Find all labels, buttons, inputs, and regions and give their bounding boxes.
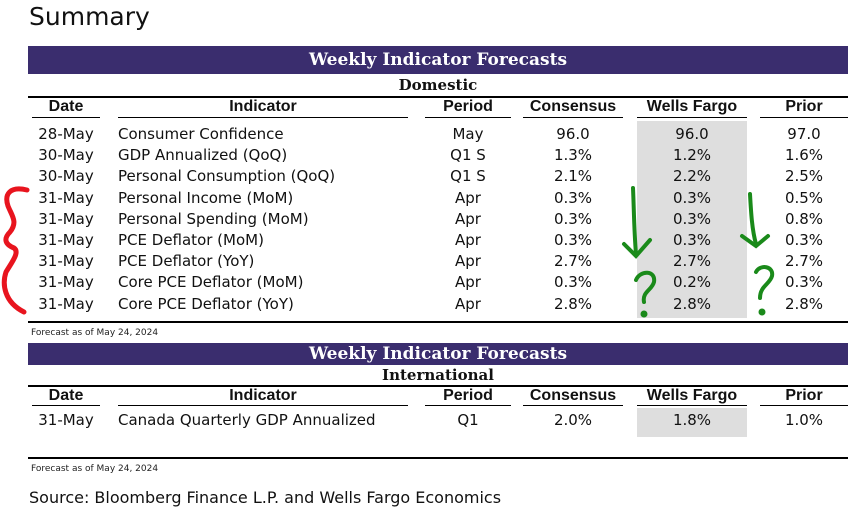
cell-date: 31-May [38, 209, 94, 228]
cell-wells-fargo: 1.2% [672, 146, 712, 165]
cell-prior: 2.7% [784, 252, 824, 271]
col-header-date: Date [48, 98, 84, 115]
red-bracket [1, 186, 30, 315]
international-banner: Weekly Indicator Forecasts [28, 343, 848, 365]
col-header-period: Period [443, 387, 493, 404]
col-header-date: Date [48, 387, 84, 404]
source-note: Source: Bloomberg Finance L.P. and Wells… [29, 488, 502, 507]
cell-wells-fargo: 2.7% [672, 252, 712, 271]
cell-date: 31-May [38, 252, 94, 271]
cell-indicator: PCE Deflator (YoY) [118, 252, 255, 271]
cell-date: 31-May [38, 231, 94, 249]
col-header-indicator: Indicator [229, 98, 297, 115]
header-underline [637, 117, 747, 118]
cell-date: 31-May [38, 294, 94, 313]
cell-date: 30-May [38, 146, 94, 165]
cell-period: Q1 S [450, 146, 486, 165]
page-title: Summary [29, 2, 150, 31]
header-underline [425, 405, 511, 406]
cell-indicator: Canada Quarterly GDP Annualized [118, 411, 376, 429]
cell-period: Apr [455, 231, 481, 249]
cell-indicator: PCE Deflator (MoM) [118, 231, 264, 249]
cell-consensus: 2.7% [553, 252, 593, 271]
col-header-indicator: Indicator [229, 387, 297, 404]
domestic-top-rule [28, 96, 848, 98]
cell-period: Q1 [457, 411, 479, 429]
cell-consensus: 96.0 [556, 125, 590, 143]
cell-consensus: 0.3% [553, 273, 593, 292]
header-underline [760, 405, 848, 406]
cell-prior: 97.0 [787, 125, 821, 143]
domestic-bottom-rule [28, 321, 848, 323]
header-underline [32, 117, 100, 118]
cell-prior: 0.3% [784, 231, 824, 249]
header-underline [425, 117, 511, 118]
cell-prior: 0.3% [784, 273, 824, 292]
cell-consensus: 1.3% [553, 146, 593, 165]
cell-consensus: 0.3% [553, 231, 593, 249]
cell-wells-fargo: 2.2% [672, 167, 712, 186]
col-header-period: Period [443, 98, 493, 115]
international-top-rule [28, 385, 848, 387]
cell-consensus: 2.1% [553, 167, 593, 186]
header-underline [32, 405, 100, 406]
cell-period: Apr [455, 188, 481, 207]
international-section-label: International [382, 366, 494, 384]
cell-indicator: Personal Consumption (QoQ) [118, 167, 336, 186]
international-bottom-rule [28, 457, 848, 459]
wells-fargo-column-shade [637, 408, 747, 437]
domestic-section-label: Domestic [398, 76, 478, 94]
cell-wells-fargo: 2.8% [672, 294, 712, 313]
cell-prior: 0.5% [784, 188, 824, 207]
domestic-footnote: Forecast as of May 24, 2024 [31, 328, 159, 338]
col-header-prior: Prior [785, 387, 823, 404]
domestic-banner: Weekly Indicator Forecasts [28, 46, 848, 74]
cell-consensus: 2.8% [553, 294, 593, 313]
cell-consensus: 2.0% [553, 411, 593, 429]
cell-indicator: Personal Income (MoM) [118, 188, 294, 207]
cell-period: May [452, 125, 484, 143]
cell-wells-fargo: 0.3% [672, 231, 712, 249]
header-underline [523, 405, 623, 406]
header-underline [118, 117, 408, 118]
cell-wells-fargo: 1.8% [672, 411, 712, 429]
col-header-consensus: Consensus [529, 98, 617, 115]
international-footnote: Forecast as of May 24, 2024 [31, 464, 159, 474]
col-header-wells-fargo: Wells Fargo [646, 387, 738, 404]
cell-prior: 2.5% [784, 167, 824, 186]
cell-date: 28-May [38, 125, 94, 143]
cell-indicator: Consumer Confidence [118, 125, 284, 143]
cell-date: 30-May [38, 167, 94, 186]
cell-prior: 1.6% [784, 146, 824, 165]
cell-period: Q1 S [450, 167, 486, 186]
cell-indicator: Core PCE Deflator (MoM) [118, 273, 304, 292]
col-header-consensus: Consensus [529, 387, 617, 404]
cell-consensus: 0.3% [553, 188, 593, 207]
cell-period: Apr [455, 294, 481, 313]
cell-indicator: Core PCE Deflator (YoY) [118, 294, 294, 313]
cell-prior: 1.0% [784, 411, 824, 429]
header-underline [118, 405, 408, 406]
cell-date: 31-May [38, 188, 94, 207]
cell-period: Apr [455, 252, 481, 271]
cell-prior: 0.8% [784, 209, 824, 228]
cell-date: 31-May [38, 411, 94, 429]
col-header-wells-fargo: Wells Fargo [646, 98, 738, 115]
cell-wells-fargo: 0.3% [672, 188, 712, 207]
header-underline [760, 117, 848, 118]
cell-indicator: GDP Annualized (QoQ) [118, 146, 288, 165]
cell-period: Apr [455, 273, 481, 292]
col-header-prior: Prior [785, 98, 823, 115]
cell-prior: 2.8% [784, 294, 824, 313]
cell-period: Apr [455, 209, 481, 228]
cell-wells-fargo: 0.3% [672, 209, 712, 228]
cell-consensus: 0.3% [553, 209, 593, 228]
cell-indicator: Personal Spending (MoM) [118, 209, 309, 228]
header-underline [637, 405, 747, 406]
cell-date: 31-May [38, 273, 94, 292]
cell-wells-fargo: 0.2% [672, 273, 712, 292]
header-underline [523, 117, 623, 118]
cell-wells-fargo: 96.0 [675, 125, 709, 143]
